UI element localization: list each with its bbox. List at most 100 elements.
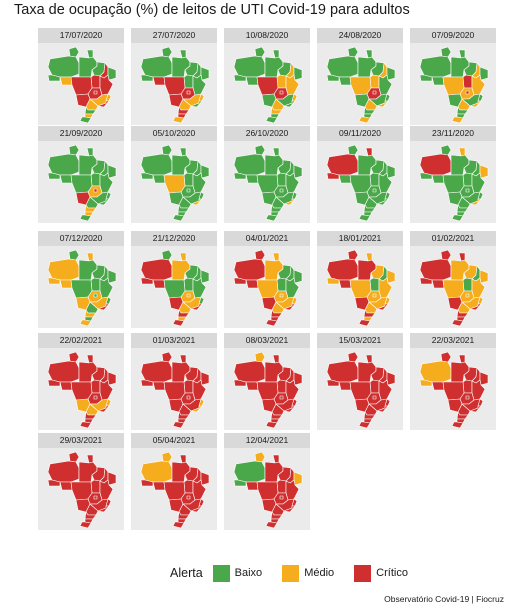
state-to — [276, 479, 287, 494]
state-df — [186, 188, 191, 193]
state-ap — [365, 354, 373, 364]
state-rr — [347, 249, 359, 261]
state-df — [465, 293, 470, 298]
map-panel: 07/09/2020 — [410, 28, 496, 125]
map-panel: 08/03/2021 — [224, 333, 310, 430]
state-rj — [283, 405, 296, 413]
state-ac — [233, 74, 247, 82]
state-rs — [79, 421, 92, 429]
state-rs — [265, 319, 278, 327]
map-panel: 04/01/2021 — [224, 231, 310, 328]
brazil-map — [140, 451, 210, 529]
brazil-map — [233, 144, 303, 222]
state-rj — [283, 303, 296, 311]
state-rs — [451, 319, 464, 327]
state-rs — [79, 521, 92, 529]
panel-date-label: 01/03/2021 — [131, 333, 217, 348]
map-panel: 10/08/2020 — [224, 28, 310, 125]
state-rr — [68, 351, 80, 363]
state-rr — [254, 144, 266, 156]
state-ro — [152, 76, 166, 86]
state-rr — [161, 451, 173, 463]
panel-date-label: 01/02/2021 — [410, 231, 496, 246]
state-am — [419, 153, 452, 176]
panel-date-label: 21/09/2020 — [38, 126, 124, 141]
state-df — [372, 293, 377, 298]
map-panel: 12/04/2021 — [224, 433, 310, 530]
map-panel: 01/02/2021 — [410, 231, 496, 328]
state-to — [90, 172, 101, 187]
state-df — [93, 293, 98, 298]
state-ne — [293, 371, 303, 386]
state-pr — [177, 309, 190, 318]
state-rr — [254, 451, 266, 463]
map-panel: 21/12/2020 — [131, 231, 217, 328]
state-ne — [200, 269, 210, 284]
state-ne — [479, 164, 489, 179]
state-rs — [172, 214, 185, 222]
state-ne — [107, 471, 117, 486]
state-to — [276, 172, 287, 187]
state-rr — [161, 144, 173, 156]
state-rr — [254, 46, 266, 58]
panel-date-label: 08/03/2021 — [224, 333, 310, 348]
state-rj — [97, 505, 110, 513]
legend: Alerta Baixo Médio Crítico — [170, 562, 424, 584]
state-rs — [358, 116, 371, 124]
state-ac — [326, 172, 340, 180]
state-rr — [440, 46, 452, 58]
map-panel: 05/04/2021 — [131, 433, 217, 530]
state-ro — [338, 381, 352, 391]
state-pr — [177, 204, 190, 213]
state-ro — [338, 76, 352, 86]
state-am — [326, 153, 359, 176]
state-ac — [140, 379, 154, 387]
state-rs — [79, 116, 92, 124]
legend-label-critico: Crítico — [376, 567, 408, 579]
state-df — [186, 90, 191, 95]
state-ro — [59, 279, 73, 289]
state-rr — [347, 46, 359, 58]
state-rj — [190, 505, 203, 513]
state-ac — [140, 277, 154, 285]
state-rr — [161, 249, 173, 261]
state-ne — [293, 164, 303, 179]
state-ro — [152, 481, 166, 491]
state-df — [279, 495, 284, 500]
state-am — [47, 153, 80, 176]
state-ac — [326, 379, 340, 387]
state-to — [90, 479, 101, 494]
state-rs — [358, 214, 371, 222]
state-rr — [161, 351, 173, 363]
state-ac — [47, 479, 61, 487]
state-ne — [200, 371, 210, 386]
state-am — [233, 258, 266, 281]
state-to — [369, 74, 380, 89]
state-rj — [190, 405, 203, 413]
state-ne — [107, 164, 117, 179]
state-rj — [190, 198, 203, 206]
state-rr — [68, 249, 80, 261]
state-rr — [68, 144, 80, 156]
brazil-map — [419, 351, 489, 429]
state-pr — [177, 106, 190, 115]
state-rs — [172, 319, 185, 327]
state-pr — [270, 106, 283, 115]
panel-date-label: 05/10/2020 — [131, 126, 217, 141]
state-df — [93, 395, 98, 400]
state-rj — [190, 100, 203, 108]
state-rr — [68, 451, 80, 463]
panel-date-label: 17/07/2020 — [38, 28, 124, 43]
state-ac — [233, 172, 247, 180]
state-df — [93, 90, 98, 95]
state-df — [279, 395, 284, 400]
state-rs — [172, 521, 185, 529]
panel-date-label: 07/09/2020 — [410, 28, 496, 43]
state-df — [372, 395, 377, 400]
panel-date-label: 23/11/2020 — [410, 126, 496, 141]
state-to — [462, 74, 473, 89]
state-ac — [47, 172, 61, 180]
state-ne — [386, 269, 396, 284]
state-to — [90, 74, 101, 89]
